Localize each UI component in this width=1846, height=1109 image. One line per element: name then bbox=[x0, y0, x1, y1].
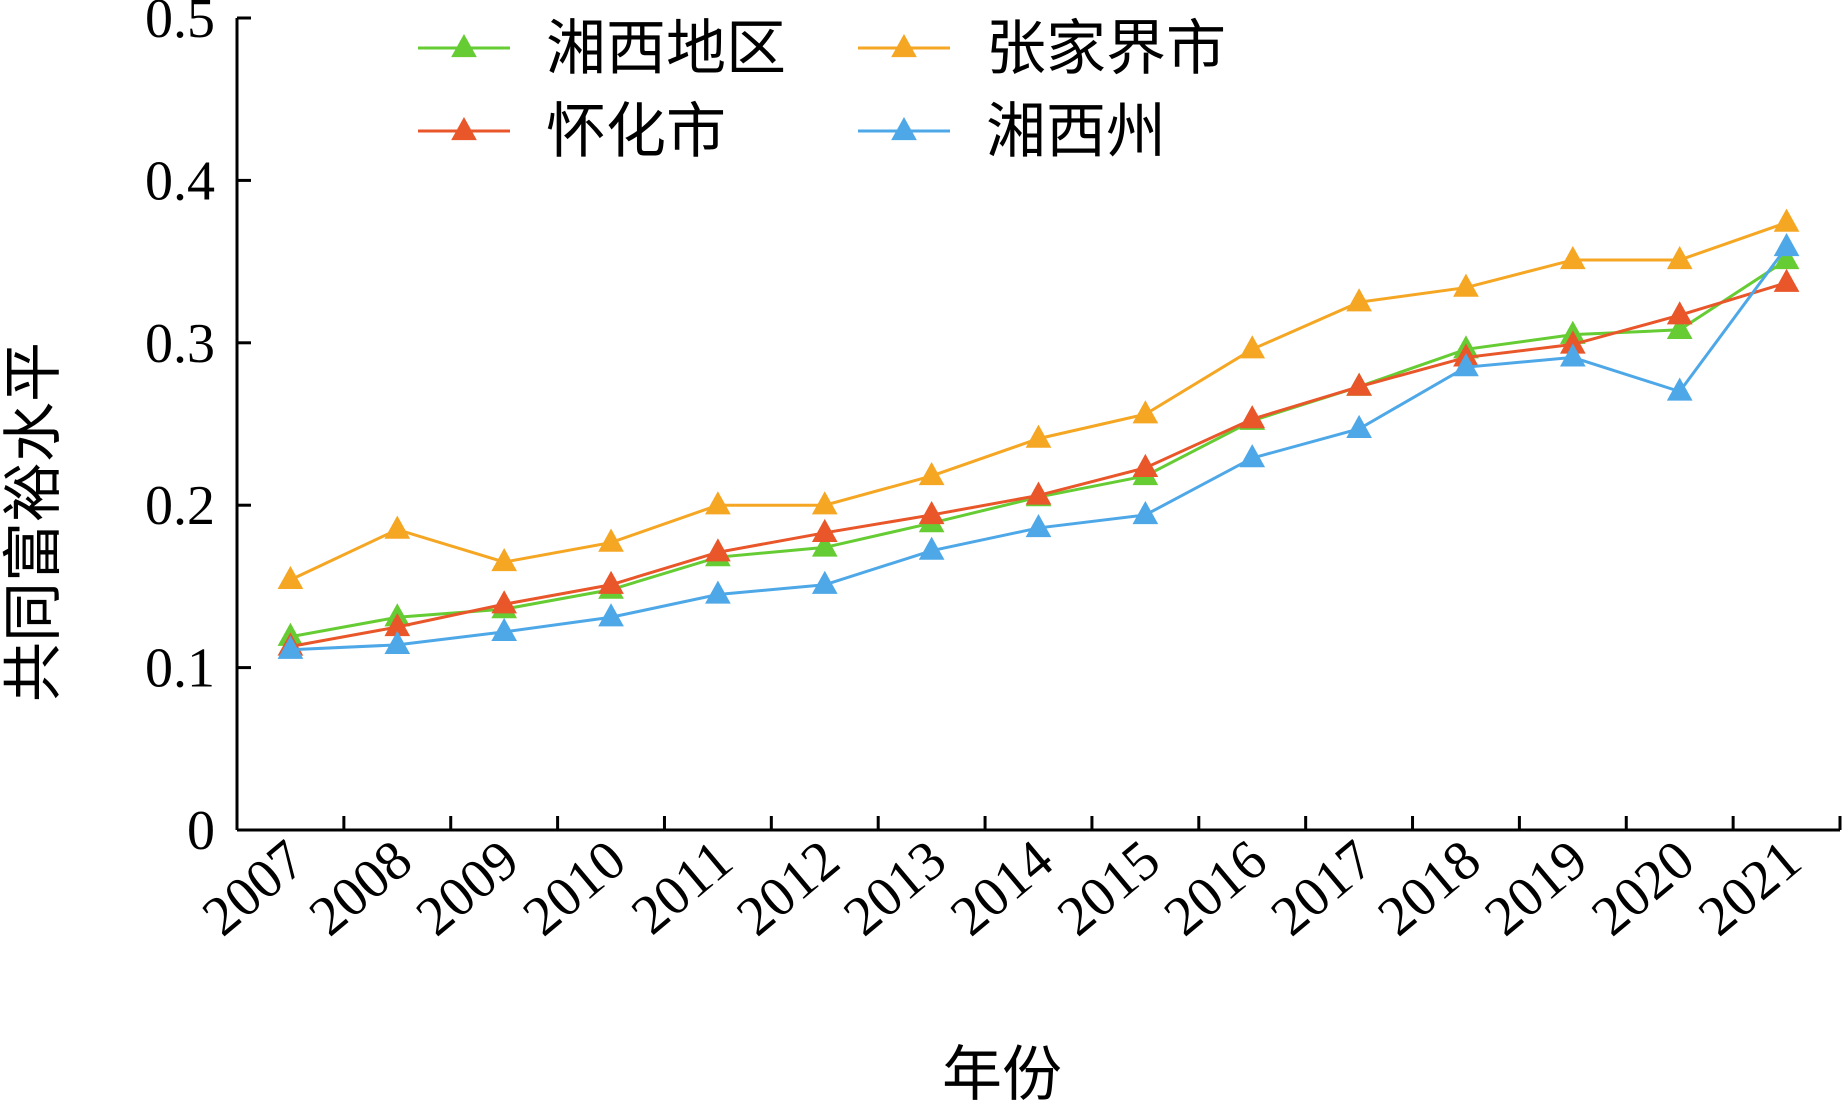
x-tick-label: 2015 bbox=[1046, 828, 1172, 947]
data-point-marker bbox=[1453, 273, 1479, 297]
y-tick-label: 0.1 bbox=[145, 638, 215, 700]
y-tick-label: 0.4 bbox=[145, 150, 215, 212]
legend-marker-icon bbox=[451, 117, 477, 141]
legend-item: 张家界市 bbox=[858, 16, 1226, 82]
y-tick-label: 0.3 bbox=[145, 313, 215, 375]
series-line bbox=[290, 246, 1788, 652]
x-tick-label: 2009 bbox=[405, 828, 531, 947]
x-tick-label: 2019 bbox=[1474, 828, 1600, 947]
x-tick-label: 2013 bbox=[832, 828, 958, 947]
y-axis-title: 共同富裕水平 bbox=[1, 342, 67, 702]
legend-label: 张家界市 bbox=[986, 16, 1226, 82]
legend-label: 怀化市 bbox=[546, 99, 726, 165]
data-point-marker bbox=[1132, 500, 1159, 525]
data-point-marker bbox=[491, 617, 518, 642]
data-point-marker bbox=[277, 565, 304, 590]
series-4 bbox=[277, 232, 1800, 659]
x-tick-label: 2010 bbox=[512, 828, 638, 947]
y-tick-label: 0 bbox=[187, 800, 215, 862]
data-point-marker bbox=[598, 603, 624, 627]
data-point-marker bbox=[1346, 414, 1372, 439]
data-point-marker bbox=[705, 580, 731, 604]
x-tick-label: 2014 bbox=[939, 828, 1065, 947]
data-point-marker bbox=[1559, 343, 1586, 367]
data-point-marker bbox=[811, 491, 838, 515]
legend-item: 湘西州 bbox=[858, 99, 1166, 165]
data-point-marker bbox=[705, 491, 731, 515]
data-point-marker bbox=[1666, 301, 1693, 325]
data-point-marker bbox=[491, 548, 518, 572]
x-tick-label: 2011 bbox=[620, 828, 744, 946]
x-tick-label: 2020 bbox=[1580, 828, 1706, 947]
data-point-marker bbox=[1666, 377, 1693, 401]
x-tick-label: 2021 bbox=[1687, 828, 1813, 947]
x-axis-title: 年份 bbox=[942, 1042, 1062, 1108]
y-tick-label: 0.5 bbox=[145, 0, 215, 50]
legend-marker-icon bbox=[891, 34, 917, 58]
data-point-marker bbox=[705, 538, 731, 562]
data-point-marker bbox=[598, 528, 624, 552]
data-point-marker bbox=[811, 533, 838, 557]
data-point-marker bbox=[1132, 453, 1159, 477]
legend-label: 湘西地区 bbox=[546, 16, 786, 82]
legend-item: 怀化市 bbox=[418, 99, 726, 165]
data-point-marker bbox=[1239, 335, 1266, 359]
data-point-marker bbox=[1773, 208, 1800, 232]
legend-marker-icon bbox=[891, 117, 917, 141]
data-point-marker bbox=[1025, 513, 1052, 538]
data-point-marker bbox=[598, 570, 624, 594]
data-point-marker bbox=[1025, 481, 1052, 505]
y-tick-label: 0.2 bbox=[145, 475, 215, 537]
axes bbox=[235, 18, 1840, 832]
data-point-marker bbox=[1559, 245, 1586, 270]
x-tick-label: 2016 bbox=[1153, 828, 1279, 947]
x-tick-label: 2018 bbox=[1367, 828, 1493, 947]
data-point-marker bbox=[918, 536, 945, 560]
series-line bbox=[290, 258, 1788, 639]
series-2 bbox=[277, 208, 1800, 590]
data-point-marker bbox=[1773, 245, 1800, 270]
data-point-marker bbox=[1132, 400, 1159, 424]
data-point-marker bbox=[1773, 268, 1800, 292]
data-point-marker bbox=[1346, 372, 1372, 396]
data-point-marker bbox=[1666, 315, 1693, 339]
data-point-marker bbox=[1453, 353, 1479, 377]
data-point-marker bbox=[384, 630, 411, 655]
legend-item: 湘西地区 bbox=[418, 16, 786, 82]
series-lines bbox=[277, 208, 1800, 659]
series-3 bbox=[277, 268, 1800, 656]
data-point-marker bbox=[918, 500, 945, 525]
data-point-marker bbox=[277, 635, 304, 659]
data-point-marker bbox=[811, 518, 838, 542]
data-point-marker bbox=[1346, 288, 1372, 312]
data-point-marker bbox=[1239, 405, 1266, 429]
data-point-marker bbox=[384, 515, 411, 539]
x-tick-label: 2012 bbox=[725, 828, 851, 947]
data-point-marker bbox=[1025, 424, 1052, 448]
x-tick-label: 2017 bbox=[1260, 828, 1386, 947]
data-point-marker bbox=[1666, 245, 1693, 270]
x-tick-label: 2008 bbox=[298, 828, 424, 947]
data-point-marker bbox=[1773, 232, 1800, 257]
data-point-marker bbox=[811, 570, 838, 594]
legend-marker-icon bbox=[451, 34, 477, 58]
legend-label: 湘西州 bbox=[986, 99, 1166, 165]
data-point-marker bbox=[918, 461, 945, 486]
data-point-marker bbox=[1239, 444, 1266, 468]
data-point-marker bbox=[491, 590, 518, 614]
